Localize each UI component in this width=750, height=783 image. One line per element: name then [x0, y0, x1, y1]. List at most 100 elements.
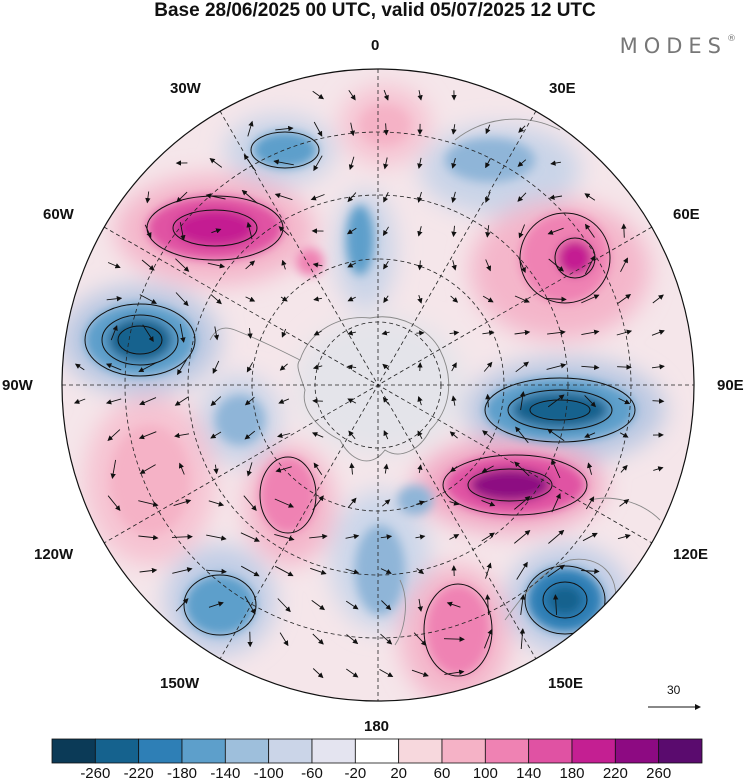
wind-arrow	[139, 397, 157, 406]
wind-arrow	[518, 257, 526, 274]
wind-arrow	[415, 534, 426, 540]
wind-arrow	[245, 296, 256, 302]
wind-arrow	[310, 567, 327, 575]
wind-arrow	[584, 223, 595, 238]
wind-arrow	[246, 362, 254, 373]
wind-arrow	[280, 296, 288, 302]
wind-arrow	[417, 294, 423, 304]
wind-arrow	[482, 430, 494, 440]
wind-arrow	[208, 500, 225, 507]
wind-vectors	[73, 89, 665, 679]
wind-arrow	[446, 601, 461, 608]
wind-arrow	[309, 533, 328, 540]
label-lon-60e: 60E	[673, 206, 700, 223]
wind-arrow	[380, 633, 393, 645]
wind-arrow	[107, 429, 121, 442]
wind-arrow	[444, 669, 465, 675]
wind-arrow	[547, 564, 565, 578]
wind-arrow	[484, 594, 491, 616]
colorbar-swatch	[571, 738, 616, 764]
wind-arrow	[619, 432, 629, 438]
wind-arrow	[244, 430, 256, 440]
wind-arrow	[243, 154, 257, 172]
wind-arrow	[279, 363, 288, 371]
wind-arrow	[416, 568, 425, 575]
wind-arrow	[179, 323, 186, 343]
wind-arrow	[346, 668, 359, 678]
wind-arrow	[346, 634, 359, 645]
label-lon-150w: 150W	[160, 675, 200, 692]
wind-arrow	[211, 228, 222, 234]
wind-arrow	[481, 532, 495, 542]
wind-arrow	[241, 189, 258, 204]
wind-arrow	[581, 364, 600, 371]
wind-arrow	[138, 500, 159, 507]
wind-arrow	[514, 496, 531, 510]
wind-arrow	[207, 262, 226, 269]
wind-arrow	[449, 431, 458, 439]
wind-arrow	[482, 295, 494, 303]
wind-arrow	[349, 122, 356, 137]
wind-arrow	[617, 293, 632, 304]
wind-arrow	[179, 222, 186, 241]
wind-arrow	[481, 499, 496, 507]
wind-arrow	[210, 294, 222, 305]
label-lon-180: 180	[364, 718, 390, 735]
wind-arrow	[105, 398, 122, 405]
colorbar-tick-label: 60	[433, 765, 451, 782]
wind-arrow	[585, 496, 595, 510]
wind-arrow	[106, 296, 123, 302]
label-lon-30e: 30E	[549, 80, 576, 97]
wind-arrow	[417, 157, 423, 169]
colorbar-swatch	[224, 738, 270, 764]
wind-arrow	[139, 464, 156, 474]
colorbar-swatch	[484, 738, 530, 764]
wind-arrow	[451, 157, 457, 169]
wind-arrow	[312, 668, 324, 679]
wind-arrow	[584, 432, 596, 438]
wind-arrow	[450, 295, 459, 303]
wind-arrow	[547, 428, 565, 442]
wind-arrow	[247, 327, 253, 339]
wind-arrow	[345, 600, 359, 610]
wind-arrow	[205, 568, 227, 575]
brand-logo: MODES®	[619, 34, 736, 58]
colorbar-swatch	[268, 738, 313, 764]
wind-arrow	[620, 257, 628, 273]
wind-arrow	[585, 255, 596, 275]
wind-arrow	[277, 598, 291, 613]
wind-arrow	[584, 395, 597, 408]
wind-arrow	[383, 295, 389, 304]
wind-arrow	[312, 495, 324, 511]
wind-arrow	[451, 124, 457, 135]
wind-arrow	[312, 262, 323, 268]
wind-arrow	[382, 226, 389, 236]
wind-arrow	[411, 669, 429, 677]
map-title: Base 28/06/2025 00 UTC, valid 05/07/2025…	[154, 0, 596, 21]
wind-arrow	[548, 529, 565, 544]
wind-arrow	[349, 462, 355, 475]
wind-arrow	[515, 361, 530, 373]
wind-arrow	[177, 359, 187, 376]
colorbar-tick-label: 20	[390, 765, 407, 782]
colorbar-swatch	[658, 738, 703, 764]
wind-arrow	[383, 430, 389, 440]
wind-arrow	[246, 462, 253, 477]
wind-arrow	[482, 330, 495, 336]
wind-arrow	[138, 534, 159, 541]
wind-arrow	[485, 124, 491, 135]
wind-arrow	[347, 497, 357, 508]
wind-arrow	[618, 397, 631, 405]
wind-arrow	[621, 223, 627, 238]
wind-arrow	[652, 398, 665, 404]
wind-arrow	[450, 466, 458, 473]
wind-arrow	[73, 398, 86, 404]
wind-arrow	[313, 330, 322, 336]
wind-arrow	[549, 194, 563, 200]
wind-arrow	[312, 90, 325, 100]
wind-arrow	[651, 364, 665, 370]
colorbar-swatch	[181, 738, 226, 764]
wind-arrow	[311, 600, 326, 611]
wind-arrow	[485, 393, 491, 408]
